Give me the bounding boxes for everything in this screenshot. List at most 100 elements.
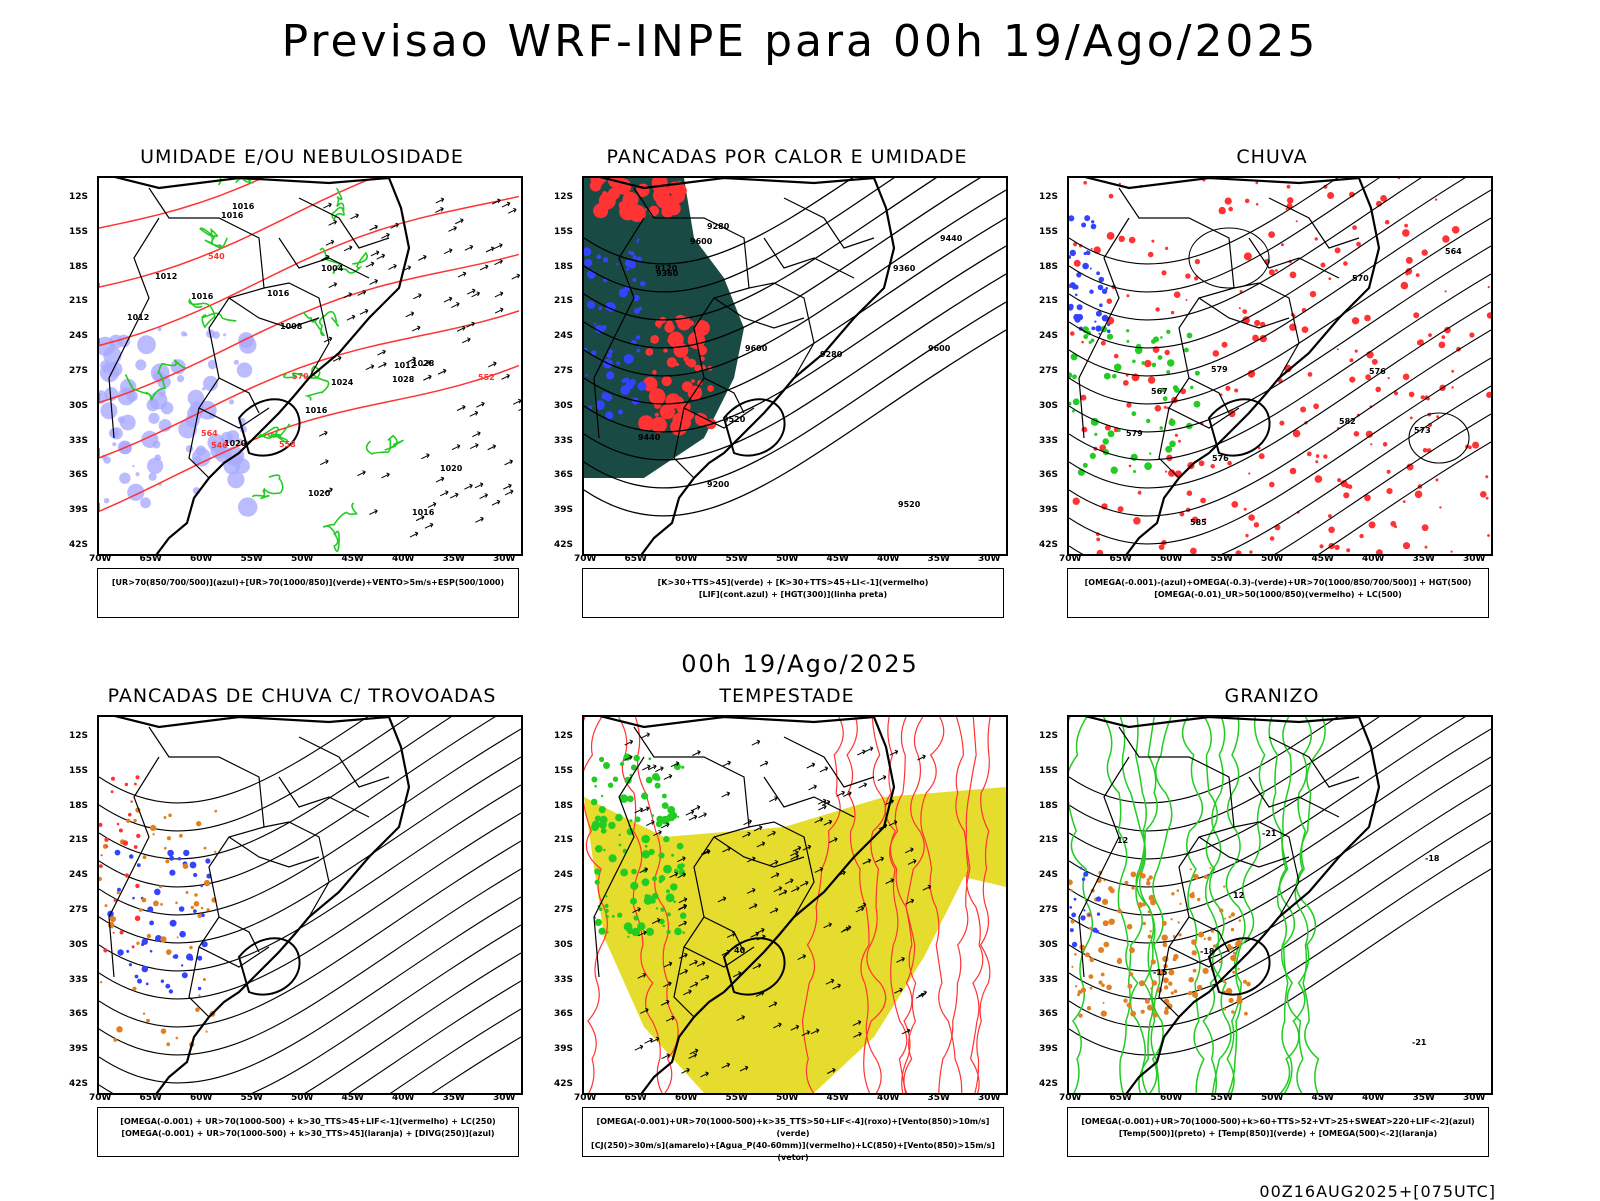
map-area: 40 <box>582 715 1008 1095</box>
longitude-tick-label: 40W <box>1362 554 1385 564</box>
contour-label: 9520 <box>723 415 746 424</box>
panel-title: UMIDADE E/OU NEBULOSIDADE <box>140 146 464 168</box>
latitude-tick-label: 33S <box>554 974 574 985</box>
latitude-tick-label: 21S <box>554 296 574 307</box>
latitude-tick-label: 36S <box>69 1009 89 1020</box>
panel-granizo: GRANIZO 12 12 -15 -18 -18 -21 -21 12S 15S 18S 21S 24… <box>1022 685 1522 1185</box>
contour-label: 1016 <box>305 406 328 415</box>
longitude-tick-label: 60W <box>675 1093 698 1103</box>
page-title: Previsao WRF-INPE para 00h 19/Ago/2025 <box>281 16 1319 67</box>
panel-pancadas-trovoadas: PANCADAS DE CHUVA C/ TROVOADAS 12S 15S 18S 2… <box>52 685 552 1185</box>
contour-label: 576 <box>1369 367 1386 376</box>
latitude-tick-label: 24S <box>69 331 89 342</box>
latitude-tick-label: 33S <box>69 435 89 446</box>
map-plot: 40 <box>584 717 1006 1093</box>
contour-label: 9600 <box>928 344 951 353</box>
longitude-tick-label: 45W <box>826 1093 849 1103</box>
contour-label: 1020 <box>224 439 247 448</box>
latitude-tick-label: 36S <box>554 470 574 481</box>
longitude-tick-label: 65W <box>624 1093 647 1103</box>
longitude-tick-label: 60W <box>190 1093 213 1103</box>
latitude-tick-label: 30S <box>554 400 574 411</box>
map-area: 585 582 579 576 573 570 567 564 576 579 <box>1067 176 1493 556</box>
latitude-tick-label: 36S <box>1039 470 1059 481</box>
legend-line: [K>30+TTS>45](verde) + [K>30+TTS>45+LI<-… <box>657 578 929 587</box>
longitude-tick-label: 45W <box>341 554 364 564</box>
contour-label: 9280 <box>707 222 730 231</box>
contour-label: 1016 <box>412 508 435 517</box>
latitude-tick-label: 42S <box>69 540 89 550</box>
longitude-tick-label: 30W <box>1463 554 1486 564</box>
latitude-tick-label: 39S <box>1039 505 1059 516</box>
longitude-tick-label: 40W <box>392 554 415 564</box>
contour-label: 564 <box>1445 247 1462 256</box>
contour-label: 1012 <box>394 361 416 370</box>
map-plot: 1016 1012 1008 1016 1020 1004 1012 1024 1020 1028… <box>99 178 521 554</box>
contour-label: 579 <box>1211 365 1228 374</box>
map-area: 9600 9600 9600 9520 9440 9360 9280 9200 9520 9440… <box>582 176 1008 556</box>
longitude-tick-label: 55W <box>1210 1093 1233 1103</box>
panel-title: GRANIZO <box>1224 685 1320 707</box>
latitude-tick-label: 12S <box>554 731 574 741</box>
latitude-tick-label: 30S <box>554 939 574 950</box>
legend-line: [OMEGA(-0.001)+UR>70(1000-500)+k>60+TTS>… <box>1081 1117 1475 1126</box>
map-plot <box>99 717 521 1093</box>
latitude-tick-label: 12S <box>69 731 89 741</box>
contour-label: 1012 <box>127 313 149 322</box>
panel-title: CHUVA <box>1236 146 1308 168</box>
latitude-tick-label: 24S <box>69 870 89 881</box>
contour-label: 9600 <box>690 237 713 246</box>
longitude-tick-label: 55W <box>725 554 748 564</box>
latitude-tick-label: 33S <box>554 435 574 446</box>
contour-label: 9200 <box>707 480 730 489</box>
contour-label: 1004 <box>321 264 344 273</box>
legend-line: [LIF](cont.azul) + [HGT(300)](linha pret… <box>698 590 888 599</box>
latitude-tick-label: 18S <box>1039 800 1059 811</box>
longitude-tick-label: 70W <box>89 554 112 564</box>
run-timestamp: 00Z16AUG2025+[075UTC] <box>1259 1182 1496 1201</box>
contour-label: -21 <box>1262 829 1277 838</box>
longitude-tick-label: 65W <box>1109 1093 1132 1103</box>
latitude-tick-label: 27S <box>1039 905 1059 915</box>
latitude-tick-label: 42S <box>1039 1079 1059 1089</box>
latitude-tick-label: 18S <box>1039 261 1059 272</box>
latitude-tick-label: 21S <box>1039 296 1059 307</box>
longitude-tick-label: 65W <box>624 554 647 564</box>
contour-label: 1024 <box>331 378 354 387</box>
longitude-tick-label: 55W <box>240 554 263 564</box>
latitude-tick-label: 24S <box>1039 870 1059 881</box>
longitude-tick-label: 45W <box>826 554 849 564</box>
latitude-tick-label: 15S <box>554 226 574 237</box>
longitude-tick-label: 55W <box>240 1093 263 1103</box>
contour-label: 1016 <box>221 211 244 220</box>
contour-label: -18 <box>1200 947 1215 956</box>
longitude-tick-label: 70W <box>574 554 597 564</box>
contour-label: 12 <box>1233 891 1244 900</box>
contour-label: 9520 <box>898 500 921 509</box>
legend-box: [K>30+TTS>45](verde) + [K>30+TTS>45+LI<-… <box>582 568 1004 618</box>
contour-label: 40 <box>734 946 746 955</box>
contour-label: 1028 <box>412 359 435 368</box>
longitude-tick-label: 70W <box>1059 554 1082 564</box>
longitude-tick-label: 40W <box>877 554 900 564</box>
map-area: 12 12 -15 -18 -18 -21 -21 <box>1067 715 1493 1095</box>
longitude-tick-label: 45W <box>341 1093 364 1103</box>
latitude-tick-label: 39S <box>69 1044 89 1055</box>
contour-label: 1016 <box>232 202 255 211</box>
panel-title: TEMPESTADE <box>719 685 855 707</box>
longitude-tick-label: 30W <box>978 554 1001 564</box>
longitude-tick-label: 30W <box>493 1093 516 1103</box>
longitude-tick-label: 65W <box>1109 554 1132 564</box>
longitude-tick-label: 55W <box>1210 554 1233 564</box>
latitude-tick-label: 42S <box>69 1079 89 1089</box>
longitude-tick-label: 50W <box>291 554 314 564</box>
longitude-tick-label: 50W <box>776 1093 799 1103</box>
latitude-tick-label: 39S <box>554 1044 574 1055</box>
longitude-tick-label: 35W <box>442 554 465 564</box>
latitude-tick-label: 27S <box>69 905 89 915</box>
contour-label: 567 <box>1151 387 1168 396</box>
contour-label: 1020 <box>308 489 331 498</box>
latitude-tick-label: 39S <box>1039 1044 1059 1055</box>
longitude-tick-label: 55W <box>725 1093 748 1103</box>
latitude-tick-label: 15S <box>69 226 89 237</box>
